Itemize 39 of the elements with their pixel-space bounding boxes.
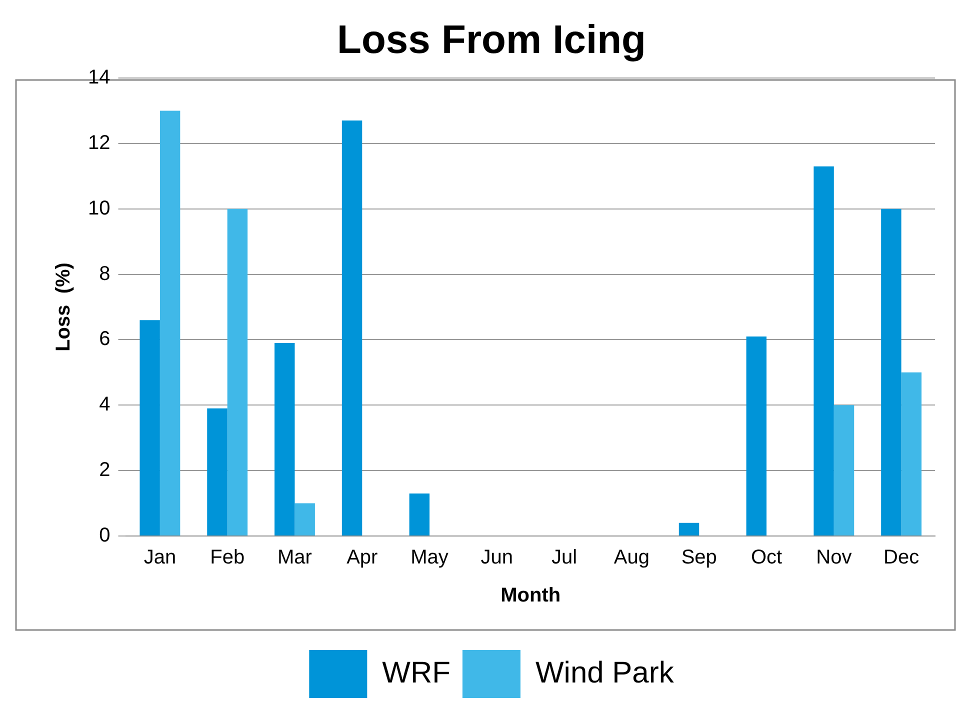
x-axis-title: Month xyxy=(500,584,561,607)
x-tick-label: Aug xyxy=(614,546,650,569)
chart-title: Loss From Icing xyxy=(337,18,646,62)
y-tick-label: 14 xyxy=(88,66,110,89)
bar xyxy=(227,208,248,536)
x-tick-label: Jun xyxy=(480,546,514,569)
y-tick-label: 6 xyxy=(99,328,110,350)
bar xyxy=(814,166,834,536)
bar xyxy=(409,493,430,536)
x-tick-label: Sep xyxy=(681,546,717,569)
legend-label: WRF xyxy=(382,656,450,690)
bar xyxy=(274,342,295,536)
x-tick-label: Dec xyxy=(884,546,920,569)
bar xyxy=(342,120,362,536)
x-tick-label: May xyxy=(410,546,448,569)
x-tick-label: Feb xyxy=(210,546,245,569)
x-tick-label: Oct xyxy=(750,546,783,569)
y-axis-title: Loss (%) xyxy=(52,262,75,352)
y-tick-label: 4 xyxy=(99,394,110,416)
bar xyxy=(678,522,700,536)
bar xyxy=(881,208,902,536)
x-tick-label: Nov xyxy=(816,546,852,569)
x-tick-label: Mar xyxy=(278,546,312,569)
bar xyxy=(207,408,228,536)
bar xyxy=(140,320,160,536)
bar xyxy=(294,503,315,536)
bar xyxy=(160,110,180,536)
y-tick-label: 10 xyxy=(88,197,110,220)
bar xyxy=(901,372,922,536)
y-tick-label: 12 xyxy=(88,132,110,154)
y-tick-label: 8 xyxy=(99,262,110,285)
y-tick-label: 0 xyxy=(99,524,110,547)
x-tick-label: Jan xyxy=(144,546,176,569)
bar xyxy=(746,336,767,536)
x-tick-label: Apr xyxy=(346,546,378,569)
y-tick-label: 2 xyxy=(99,459,110,482)
bar xyxy=(834,405,854,536)
legend-label: Wind Park xyxy=(535,656,675,690)
x-tick-label: Jul xyxy=(552,546,578,569)
